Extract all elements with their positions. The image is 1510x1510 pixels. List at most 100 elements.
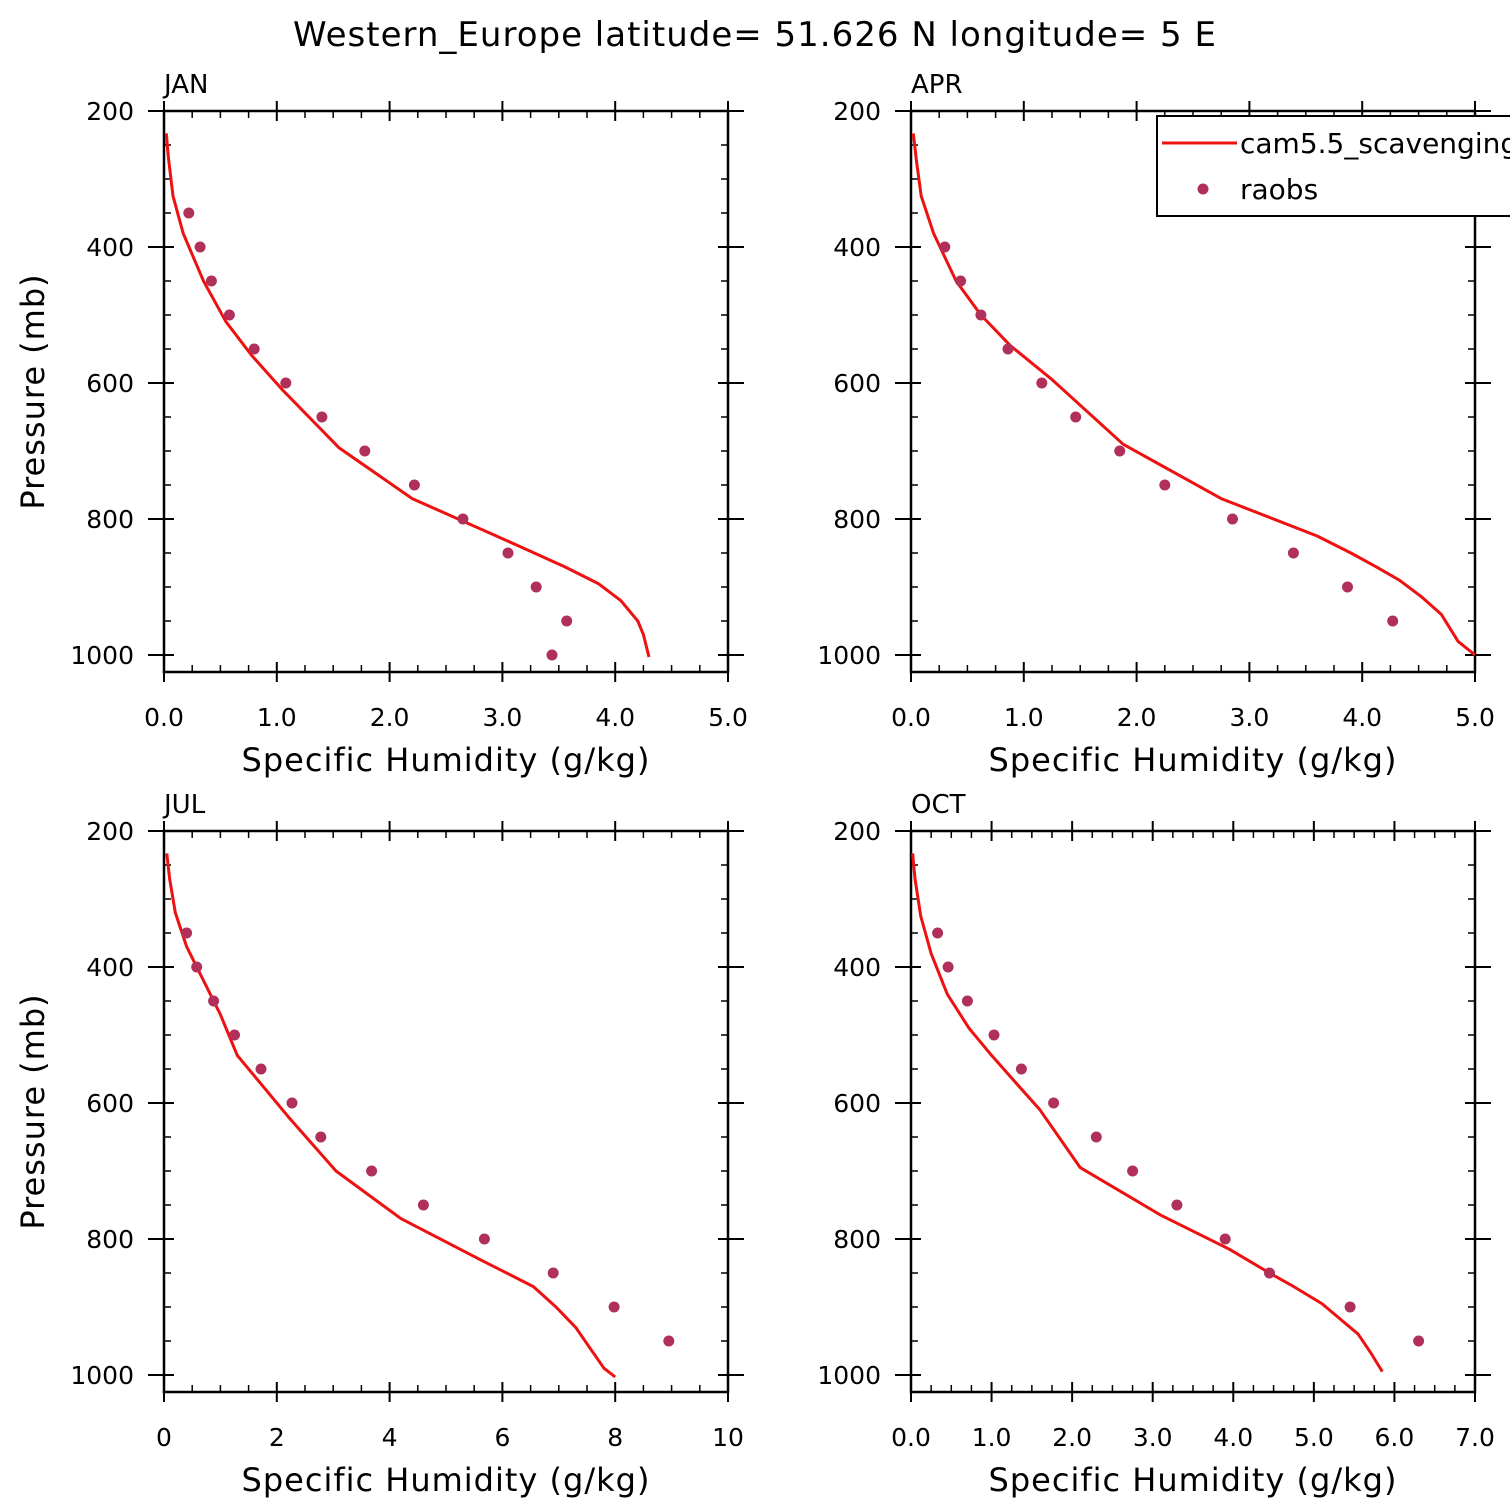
x-tick-label: 2.0 [1117,703,1157,732]
y-tick-label: 200 [86,817,134,846]
obs-point [1070,411,1082,423]
obs-point [1127,1165,1139,1177]
obs-point [1219,1233,1231,1245]
x-tick-label: 3.0 [1230,703,1270,732]
x-tick-label: 6.0 [1375,1423,1415,1452]
y-tick-label: 800 [86,505,134,534]
panel-jan: JAN 0.0 1.0 2.0 3.0 4.0 5.0 200 400 600 800 1000 Spe… [14,70,748,779]
model-profile-line [164,133,651,658]
legend-model-label: cam5.5_scavenging [1240,127,1510,160]
obs-point [1264,1267,1275,1279]
obs-point [502,547,514,559]
obs-point [547,1267,559,1279]
y-tick-label: 400 [833,953,881,982]
x-tick-label: 10 [712,1423,744,1452]
obs-point [1002,343,1014,355]
obs-point [546,649,558,661]
x-tick-label: 6 [494,1423,510,1452]
x-axis-label: Specific Humidity (g/kg) [242,741,651,779]
plot-frame [162,829,730,1394]
y-tick-label: 1000 [817,1361,881,1390]
obs-point [1159,479,1171,491]
y-tick-label: 600 [86,1089,134,1118]
x-tick-label: 0.0 [891,1423,931,1452]
panel-label: APR [911,70,963,100]
x-tick-label: 4.0 [1213,1423,1253,1452]
obs-point [359,445,371,457]
legend-box [1156,115,1510,217]
obs-point [975,309,987,321]
y-tick-label: 200 [833,97,881,126]
x-tick-label: 0 [156,1423,172,1452]
obs-point [181,927,193,939]
obs-point [366,1165,378,1177]
obs-point [1342,581,1353,593]
x-tick-label: 2 [269,1423,285,1452]
x-tick-label: 2.0 [1052,1423,1092,1452]
x-tick-label: 5.0 [708,703,748,732]
obs-point [961,995,973,1007]
x-tick-label: 4 [382,1423,398,1452]
obs-point [942,961,954,973]
model-profile-line [911,853,1384,1373]
obs-point [1227,513,1238,525]
y-tick-label: 200 [833,817,881,846]
obs-point [255,1063,267,1075]
obs-point [1048,1097,1060,1109]
panel-label: JAN [162,70,208,100]
y-tick-label: 400 [86,233,134,262]
obs-point [223,309,235,321]
obs-point [408,479,420,491]
obs-point [1413,1335,1425,1347]
panel-label: JUL [162,790,206,820]
figure-title: Western_Europe latitude= 51.626 N longit… [293,15,1217,55]
y-tick-label: 800 [833,1225,881,1254]
panel-oct: OCT 0.0 1.0 2.0 3.0 4.0 5.0 6.0 7.0 200 400 600 800 1… [817,790,1495,1499]
x-tick-label: 3.0 [1133,1423,1173,1452]
plot-frame [162,109,730,674]
x-tick-label: 3.0 [483,703,523,732]
obs-point [663,1335,675,1347]
obs-point [608,1301,620,1313]
y-tick-label: 600 [86,369,134,398]
chart-panels: JAN 0.0 1.0 2.0 3.0 4.0 5.0 200 400 600 800 1000 Spe… [14,70,1510,1499]
y-tick-label: 400 [86,953,134,982]
x-tick-label: 1.0 [972,1423,1012,1452]
legend-dot-swatch [1197,183,1209,195]
x-tick-label: 0.0 [891,703,931,732]
obs-point [191,961,203,973]
obs-point [205,275,217,287]
obs-point [939,241,951,253]
x-tick-label: 4.0 [595,703,635,732]
obs-point [1015,1063,1027,1075]
panel-label: OCT [911,790,966,820]
obs-point [1387,615,1399,627]
y-tick-label: 400 [833,233,881,262]
obs-point [955,275,967,287]
x-tick-label: 7.0 [1455,1423,1495,1452]
obs-point [183,207,195,219]
y-tick-label: 600 [833,369,881,398]
x-tick-label: 5.0 [1455,703,1495,732]
x-tick-label: 1.0 [257,703,297,732]
x-axis-label: Specific Humidity (g/kg) [989,1461,1398,1499]
x-tick-label: 4.0 [1342,703,1382,732]
x-tick-label: 5.0 [1294,1423,1334,1452]
obs-point [1090,1131,1102,1143]
obs-point [229,1029,240,1041]
obs-point [1344,1301,1356,1313]
y-tick-label: 1000 [70,1361,134,1390]
y-axis-label: Pressure (mb) [14,993,52,1229]
obs-point [1114,445,1126,457]
legend-obs-label: raobs [1240,173,1318,206]
obs-point [194,241,206,253]
x-axis-label: Specific Humidity (g/kg) [242,1461,651,1499]
y-tick-label: 600 [833,1089,881,1118]
obs-point [417,1199,429,1211]
y-tick-label: 800 [86,1225,134,1254]
y-tick-label: 1000 [817,641,881,670]
y-tick-label: 200 [86,97,134,126]
obs-point [208,995,220,1007]
x-tick-label: 2.0 [370,703,410,732]
